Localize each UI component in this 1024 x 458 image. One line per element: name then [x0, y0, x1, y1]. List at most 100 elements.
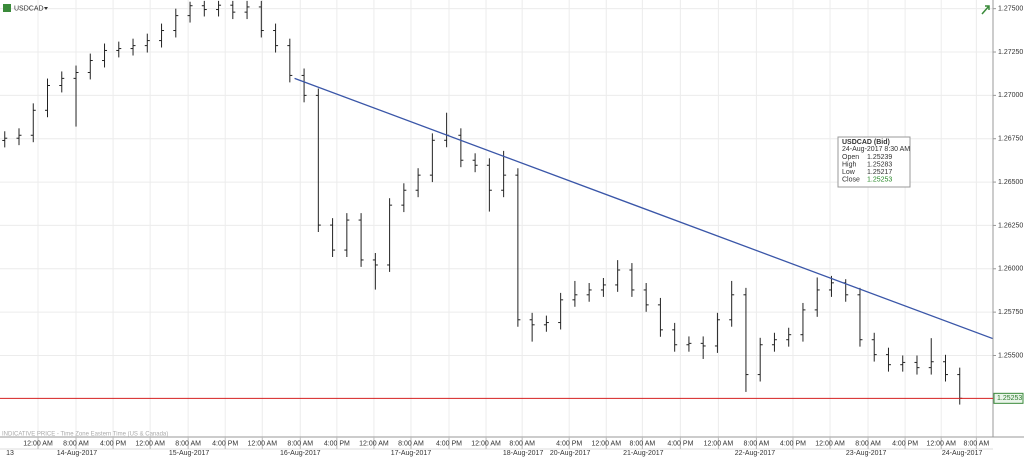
date-label: 24-Aug-2017 [942, 450, 983, 457]
x-tick-label: 12:00 AM [591, 440, 621, 447]
ohlc-bar [315, 88, 321, 233]
ohlc-bar [187, 1, 193, 23]
ohlc-bar [45, 78, 51, 118]
x-tick-label: 4:00 PM [100, 440, 126, 447]
footnote: INDICATIVE PRICE - Time Zone Eastern Tim… [2, 432, 168, 438]
x-tick-label: 4:00 PM [436, 440, 462, 447]
ohlc-bar [216, 0, 222, 17]
y-tick-label: 1.27000 [998, 92, 1023, 99]
ohlc-bar [244, 0, 250, 20]
ohlc-bar [729, 280, 735, 327]
ohlc-bar [857, 287, 863, 347]
x-tick-label: 8:00 AM [855, 440, 881, 447]
ohlc-bar [615, 260, 621, 292]
ohlc-bar [159, 23, 165, 48]
date-label: 17-Aug-2017 [391, 450, 432, 457]
ohlc-bar [700, 336, 706, 359]
grid [0, 0, 993, 437]
ohlc-bar [786, 327, 792, 347]
ohlc-bar [771, 332, 777, 352]
x-tick-label: 4:00 PM [212, 440, 238, 447]
tooltip-row-value: 1.25283 [867, 161, 892, 168]
ohlc-bar [900, 355, 906, 372]
ohlc-bar [358, 213, 364, 267]
ohlc-bar [201, 0, 207, 17]
date-label: 14-Aug-2017 [57, 450, 98, 457]
x-tick-label: 12:00 AM [135, 440, 165, 447]
ohlc-bar [16, 128, 22, 146]
ohlc-bar [629, 263, 635, 297]
date-label: 23-Aug-2017 [846, 450, 887, 457]
ohlc-bar [144, 33, 150, 53]
ohlc-bar [387, 198, 393, 272]
x-tick-label: 4:00 PM [324, 440, 350, 447]
ohlc-bar [757, 337, 763, 382]
tooltip-row-value: 1.25239 [867, 154, 892, 161]
tooltip-time: 24-Aug-2017 8:30 AM [842, 146, 910, 153]
x-tick-label: 12:00 AM [23, 440, 53, 447]
symbol-label[interactable]: USDCAD [14, 5, 44, 12]
ohlc-bar [102, 43, 108, 68]
expand-icon[interactable] [981, 5, 990, 15]
ohlc-bar [429, 133, 435, 183]
x-tick-label: 8:00 AM [175, 440, 201, 447]
x-tick-label: 8:00 AM [287, 440, 313, 447]
ohlc-bar [942, 354, 948, 382]
date-label: 22-Aug-2017 [735, 450, 776, 457]
x-tick-label: 12:00 AM [471, 440, 501, 447]
ohlc-bar [401, 183, 407, 213]
ohlc-bar [330, 218, 336, 257]
ohlc-bar [301, 68, 307, 103]
ohlc-bar [600, 277, 606, 297]
date-label: 16-Aug-2017 [280, 450, 321, 457]
ohlc-bar [572, 280, 578, 307]
plot-area [2, 0, 993, 405]
y-tick-label: 1.27250 [998, 49, 1023, 56]
x-tick-label: 8:00 AM [398, 440, 424, 447]
date-label: 15-Aug-2017 [169, 450, 210, 457]
ohlc-bar [643, 283, 649, 312]
date-label: 21-Aug-2017 [623, 450, 664, 457]
ohlc-bar [130, 38, 136, 56]
ohlc-bar [543, 315, 549, 332]
ohlc-bar [372, 253, 378, 290]
tooltip-row-name: Open [842, 154, 859, 161]
x-tick-label: 8:00 AM [964, 440, 990, 447]
symbol-dropdown[interactable] [44, 7, 48, 10]
x-tick-label: 4:00 PM [556, 440, 582, 447]
date-label: 18-Aug-2017 [503, 450, 544, 457]
x-tick-label: 12:00 AM [926, 440, 956, 447]
ohlc-bar [800, 302, 806, 342]
ohlc-bar [828, 275, 834, 297]
ohlc-bar [515, 168, 521, 327]
ohlc-bar [657, 297, 663, 337]
ohlc-bar [116, 41, 122, 58]
y-tick-label: 1.25750 [998, 309, 1023, 316]
symbol-icon[interactable] [3, 4, 11, 12]
tooltip-row-name: High [842, 161, 857, 168]
ohlc-bar [173, 8, 179, 38]
ohlc-bar [273, 23, 279, 53]
tooltip-row-value: 1.25217 [867, 169, 892, 176]
ohlc-bar [558, 292, 564, 330]
x-tick-label: 4:00 PM [780, 440, 806, 447]
ohlc-bar [501, 150, 507, 198]
date-label: 13 [6, 450, 14, 457]
tooltip-box [837, 136, 911, 188]
y-tick-label: 1.26250 [998, 222, 1023, 229]
tooltip-row-value: 1.25253 [867, 176, 892, 183]
x-tick-label: 8:00 AM [630, 440, 656, 447]
ohlc-bar [928, 338, 934, 375]
ohlc-bar [586, 283, 592, 302]
x-tick-label: 8:00 AM [63, 440, 89, 447]
ohlc-bar [30, 103, 36, 143]
tooltip-row-name: Low [842, 169, 856, 176]
y-tick-label: 1.26750 [998, 136, 1023, 143]
ohlc-bar [714, 312, 720, 353]
ohlc-bar [344, 213, 350, 257]
x-tick-label: 4:00 PM [892, 440, 918, 447]
y-tick-label: 1.25500 [998, 352, 1023, 359]
ohlc-bar [73, 65, 79, 127]
